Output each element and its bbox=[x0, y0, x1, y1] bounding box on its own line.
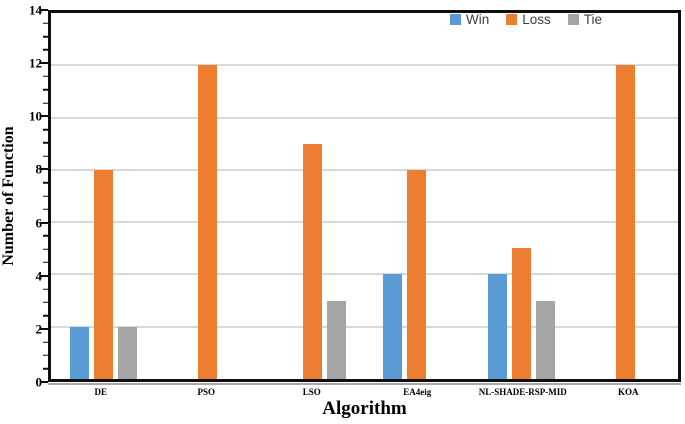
major-tick-y8 bbox=[40, 168, 48, 171]
x-tick-label-ea4eig: EA4eig bbox=[403, 387, 432, 397]
bar-group-lso bbox=[260, 13, 365, 379]
y-tick-label-14: 14 bbox=[29, 2, 42, 18]
minor-tick-y5 bbox=[43, 248, 48, 250]
bar-tie-lso bbox=[326, 300, 346, 379]
gridline-y2 bbox=[51, 325, 678, 328]
minor-tick-y13.5 bbox=[43, 22, 48, 25]
minor-tick-y1.5 bbox=[43, 341, 48, 343]
x-tick-label-pso: PSO bbox=[197, 387, 215, 397]
bar-loss-ea4eig bbox=[407, 169, 427, 379]
minor-tick-y2.5 bbox=[43, 314, 48, 317]
legend-item-tie: Tie bbox=[567, 12, 602, 27]
bar-loss-koa bbox=[616, 65, 636, 379]
y-tick-label-2: 2 bbox=[35, 321, 43, 337]
x-axis-tick-labels: DE PSO LSO EA4eig NL-SHADE-RSP-MID KOA bbox=[48, 387, 681, 397]
x-tick-label-koa: KOA bbox=[617, 387, 639, 397]
bar-loss-de bbox=[93, 169, 113, 379]
bar-group-de bbox=[51, 13, 156, 379]
minor-tick-y10.5 bbox=[43, 102, 48, 104]
minor-tick-y6.5 bbox=[43, 208, 48, 211]
minor-tick-y9 bbox=[43, 142, 48, 144]
legend-swatch-loss bbox=[506, 14, 518, 25]
legend-swatch-tie bbox=[567, 14, 579, 25]
bar-group-nl-shade-rsp-mid bbox=[469, 13, 574, 379]
minor-tick-y3 bbox=[43, 301, 48, 304]
x-tick-label-lso: LSO bbox=[302, 387, 321, 397]
bar-tie-de bbox=[117, 326, 137, 379]
bar-loss-nl-shade-rsp-mid bbox=[511, 248, 531, 379]
legend-label-tie: Tie bbox=[583, 12, 602, 27]
legend-item-loss: Loss bbox=[506, 12, 551, 27]
major-tick-y6 bbox=[40, 221, 48, 224]
legend-swatch-win bbox=[449, 14, 461, 25]
bar-win-ea4eig bbox=[383, 274, 403, 379]
bar-group-ea4eig bbox=[365, 13, 470, 379]
major-tick-y4 bbox=[40, 274, 48, 277]
gridline-y10 bbox=[51, 116, 678, 119]
major-tick-y0 bbox=[40, 381, 48, 383]
major-tick-y14 bbox=[40, 9, 48, 11]
y-axis-ticks bbox=[40, 9, 48, 383]
major-tick-y2 bbox=[40, 327, 48, 330]
y-tick-label-8: 8 bbox=[35, 161, 43, 177]
y-tick-label-10: 10 bbox=[29, 108, 42, 124]
major-tick-y10 bbox=[40, 115, 48, 118]
minor-tick-y8.5 bbox=[43, 155, 48, 157]
gridline-y6 bbox=[51, 221, 678, 224]
minor-tick-y3.5 bbox=[43, 288, 48, 290]
bar-groups bbox=[51, 13, 678, 379]
y-tick-label-0: 0 bbox=[35, 374, 43, 390]
x-axis-title: Algorithm bbox=[322, 398, 407, 419]
minor-tick-y7 bbox=[43, 195, 48, 197]
bar-loss-lso bbox=[302, 143, 322, 379]
legend: Win Loss Tie bbox=[449, 12, 602, 27]
legend-label-loss: Loss bbox=[522, 12, 551, 27]
gridline-y4 bbox=[51, 273, 678, 276]
bar-group-koa bbox=[574, 13, 679, 379]
gridline-y12 bbox=[51, 64, 678, 67]
y-tick-label-4: 4 bbox=[35, 268, 43, 284]
x-axis-shadow-line bbox=[48, 383, 681, 385]
y-tick-label-6: 6 bbox=[35, 215, 43, 231]
minor-tick-y11 bbox=[43, 88, 48, 91]
gridline-y8 bbox=[51, 168, 678, 171]
minor-tick-y0.5 bbox=[43, 367, 48, 370]
legend-label-win: Win bbox=[465, 12, 490, 27]
y-axis-tick-labels: 0 2 4 6 8 10 12 14 bbox=[0, 4, 43, 389]
bar-group-pso bbox=[156, 13, 261, 379]
bar-win-de bbox=[69, 326, 89, 379]
x-tick-label-de: DE bbox=[94, 387, 107, 397]
minor-tick-y1 bbox=[43, 354, 48, 357]
minor-tick-y5.5 bbox=[43, 235, 48, 237]
legend-item-win: Win bbox=[449, 12, 490, 27]
minor-tick-y9.5 bbox=[43, 128, 48, 131]
bar-loss-pso bbox=[198, 65, 218, 379]
major-tick-y12 bbox=[40, 62, 48, 65]
minor-tick-y11.5 bbox=[43, 75, 48, 78]
x-tick-label-nl-shade-rsp-mid: NL-SHADE-RSP-MID bbox=[478, 387, 567, 397]
minor-tick-y12.5 bbox=[43, 49, 48, 51]
minor-tick-y7.5 bbox=[43, 181, 48, 184]
plot-area bbox=[48, 10, 681, 382]
bar-tie-nl-shade-rsp-mid bbox=[535, 300, 555, 379]
y-tick-label-12: 12 bbox=[29, 55, 42, 71]
minor-tick-y13 bbox=[43, 35, 48, 38]
minor-tick-y4.5 bbox=[43, 261, 48, 264]
bar-win-nl-shade-rsp-mid bbox=[487, 274, 507, 379]
